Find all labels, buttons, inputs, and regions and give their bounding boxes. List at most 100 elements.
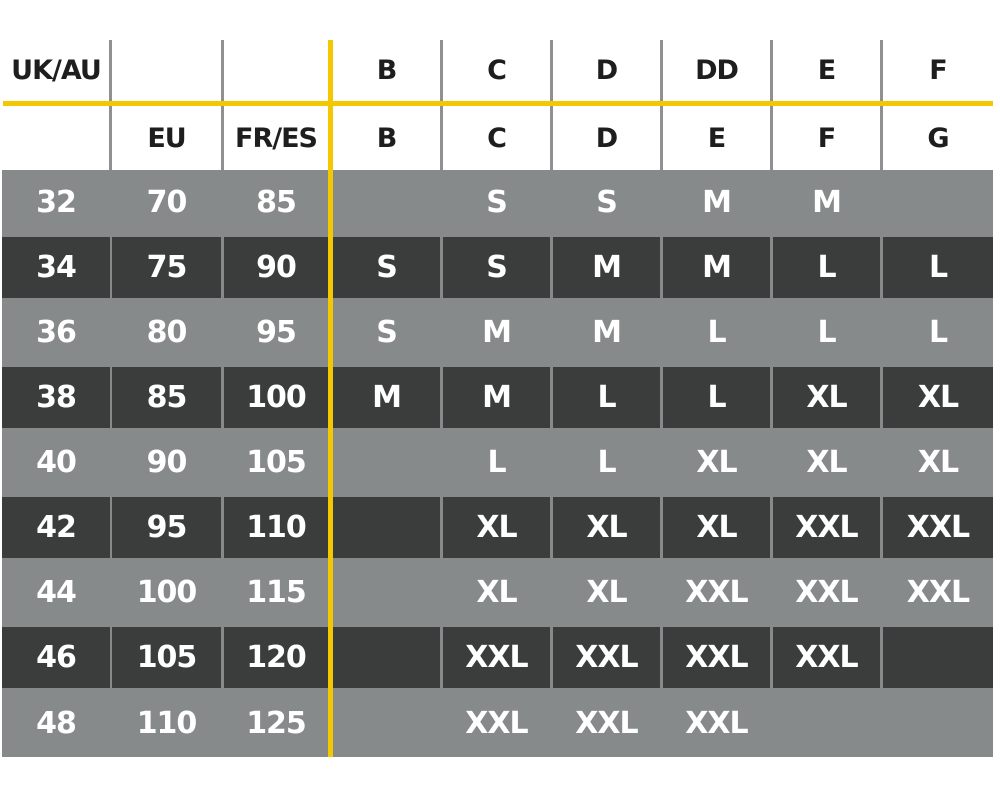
header-row-2-cell: EU (147, 122, 186, 154)
size-cell: XXL (663, 627, 770, 688)
size-cell: XL (586, 575, 627, 610)
size-cell: M (812, 185, 842, 220)
size-cell: L (553, 367, 660, 428)
header-row-2-cell: C (487, 122, 507, 154)
size-cell: S (596, 185, 618, 220)
size-cell: XXL (553, 627, 660, 688)
size-cell: M (482, 315, 512, 350)
size-cell: XL (917, 445, 959, 480)
size-cell: 125 (246, 706, 307, 741)
accent-horizontal-line (3, 101, 993, 106)
size-cell: S (333, 237, 440, 298)
size-cell: XXL (443, 627, 550, 688)
size-cell: S (486, 185, 508, 220)
size-cell: L (773, 237, 880, 298)
size-cell: XXL (685, 706, 748, 741)
header-row-1-cell: D (595, 55, 618, 86)
accent-vertical-line (328, 40, 333, 757)
size-cell: 110 (224, 497, 328, 558)
size-cell: XXL (795, 575, 858, 610)
row-background (2, 430, 993, 495)
size-cell: 75 (112, 237, 221, 298)
row-background (2, 300, 993, 365)
size-cell: M (663, 237, 770, 298)
size-cell: XXL (575, 706, 638, 741)
size-cell (333, 170, 440, 235)
size-cell (883, 690, 993, 757)
size-cell: 80 (146, 315, 188, 350)
size-cell: XL (553, 497, 660, 558)
size-cell: M (702, 185, 732, 220)
header-row-1-cell: B (376, 55, 398, 86)
size-cell: XL (806, 445, 847, 480)
size-cell: 120 (224, 627, 328, 688)
size-cell: M (592, 315, 622, 350)
header-row-1-cell: DD (695, 55, 739, 86)
size-cell: XL (883, 367, 993, 428)
size-cell: 38 (2, 367, 110, 428)
size-cell (333, 497, 440, 558)
size-cell: 100 (224, 367, 328, 428)
header-row-2-cell: FR/ES (235, 122, 318, 154)
size-cell: XXL (906, 575, 970, 610)
size-cell: XXL (685, 575, 748, 610)
size-cell: 48 (36, 706, 77, 741)
row-background (2, 170, 993, 235)
size-cell: XL (696, 445, 737, 480)
row-background (2, 690, 993, 757)
size-cell (883, 627, 993, 688)
size-cell: 95 (256, 315, 297, 350)
header-row-1-cell (112, 40, 221, 101)
size-cell: 34 (2, 237, 110, 298)
header-row-1-cell: F (929, 55, 947, 86)
header-row-1-cell (224, 40, 328, 101)
size-cell: 85 (112, 367, 221, 428)
size-cell: 90 (224, 237, 328, 298)
size-cell (333, 560, 440, 625)
size-cell: XL (773, 367, 880, 428)
size-cell (773, 690, 880, 757)
size-cell: L (817, 315, 836, 350)
size-cell: S (376, 315, 398, 350)
size-cell: 85 (256, 185, 297, 220)
size-cell: L (883, 237, 993, 298)
size-cell: L (663, 367, 770, 428)
size-cell: 70 (146, 185, 188, 220)
size-cell: 40 (36, 445, 77, 480)
size-cell: 110 (136, 706, 198, 741)
header-row-2-cell: D (595, 122, 618, 154)
size-cell: 105 (112, 627, 221, 688)
size-cell: L (707, 315, 726, 350)
size-cell (333, 430, 440, 495)
header-row-2-cell (2, 106, 110, 170)
header-row-1-cell: UK/AU (11, 55, 102, 86)
size-cell (333, 690, 440, 757)
size-cell: M (553, 237, 660, 298)
size-cell: XL (663, 497, 770, 558)
size-cell: XL (443, 497, 550, 558)
size-cell: 95 (112, 497, 221, 558)
header-row-1-cell: E (817, 55, 836, 86)
size-cell: L (928, 315, 948, 350)
size-cell: S (443, 237, 550, 298)
size-cell: 105 (246, 445, 307, 480)
header-row-2-cell: G (927, 122, 949, 154)
size-cell: L (487, 445, 506, 480)
size-cell: 42 (2, 497, 110, 558)
size-cell: 90 (146, 445, 188, 480)
header-row-2-cell: E (707, 122, 726, 154)
row-background (2, 560, 993, 625)
size-cell (333, 627, 440, 688)
size-cell: XXL (773, 627, 880, 688)
header-row-2-cell: F (817, 122, 836, 154)
size-cell: 115 (246, 575, 307, 610)
size-cell: 32 (36, 185, 77, 220)
size-cell: XXL (465, 706, 528, 741)
size-cell: M (443, 367, 550, 428)
size-cell: M (333, 367, 440, 428)
size-cell: L (597, 445, 616, 480)
size-cell: 44 (36, 575, 77, 610)
size-cell: 100 (136, 575, 198, 610)
size-cell: XL (476, 575, 517, 610)
